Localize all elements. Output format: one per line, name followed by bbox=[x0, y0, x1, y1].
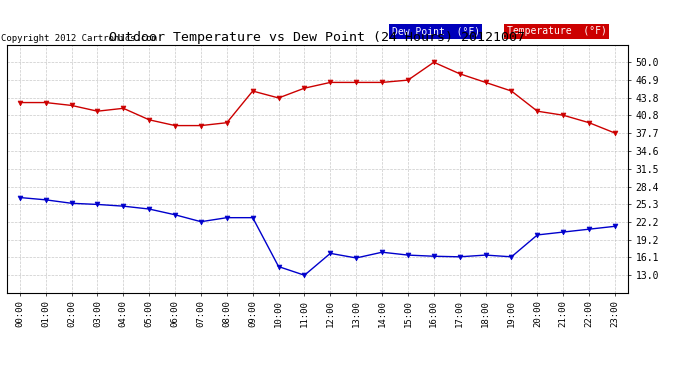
Text: Dew Point  (°F): Dew Point (°F) bbox=[392, 26, 480, 36]
Text: Temperature  (°F): Temperature (°F) bbox=[506, 26, 607, 36]
Text: Copyright 2012 Cartronics.com: Copyright 2012 Cartronics.com bbox=[1, 33, 157, 42]
Title: Outdoor Temperature vs Dew Point (24 Hours) 20121007: Outdoor Temperature vs Dew Point (24 Hou… bbox=[110, 31, 525, 44]
